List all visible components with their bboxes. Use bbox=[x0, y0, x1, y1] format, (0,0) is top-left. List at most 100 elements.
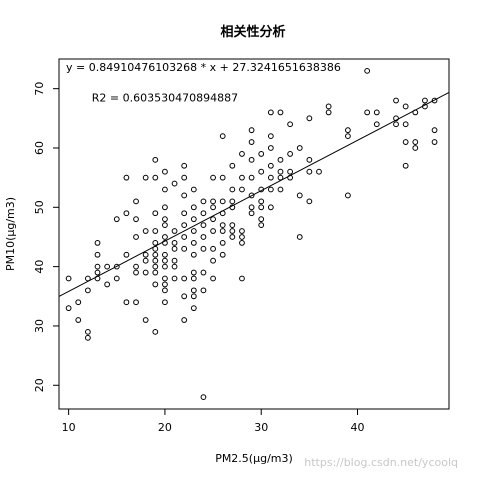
data-point bbox=[239, 186, 245, 193]
data-point bbox=[200, 210, 207, 217]
watermark-text: https://blog.csdn.net/ycoolq bbox=[304, 456, 458, 469]
data-point bbox=[65, 305, 72, 312]
data-point bbox=[190, 275, 197, 282]
x-tick-label: 40 bbox=[351, 421, 365, 434]
data-point bbox=[162, 275, 168, 282]
data-point bbox=[152, 174, 159, 181]
data-point bbox=[133, 216, 139, 223]
data-point bbox=[133, 263, 139, 270]
data-point bbox=[190, 228, 197, 234]
data-point bbox=[373, 121, 380, 128]
data-point bbox=[152, 263, 159, 270]
data-point bbox=[162, 204, 168, 211]
data-point bbox=[133, 269, 139, 276]
y-tick-label: 40 bbox=[33, 260, 46, 274]
data-point bbox=[402, 139, 409, 145]
data-point bbox=[123, 299, 130, 306]
data-point bbox=[364, 109, 371, 116]
data-point bbox=[210, 198, 216, 205]
data-point bbox=[219, 133, 226, 140]
data-point bbox=[162, 251, 168, 258]
data-point bbox=[181, 293, 188, 300]
data-point bbox=[84, 328, 91, 335]
data-point bbox=[364, 67, 371, 74]
data-point bbox=[219, 228, 226, 234]
data-point bbox=[152, 156, 159, 163]
data-point bbox=[248, 139, 255, 145]
data-point bbox=[258, 204, 265, 211]
data-point bbox=[152, 210, 159, 217]
data-point bbox=[181, 275, 188, 282]
annotation-text: y = 0.84910476103268 * x + 27.3241651638… bbox=[66, 61, 341, 74]
data-point bbox=[316, 168, 322, 175]
data-point bbox=[277, 109, 284, 116]
data-point bbox=[277, 186, 284, 193]
data-point bbox=[267, 133, 274, 140]
data-point bbox=[190, 216, 197, 223]
data-point bbox=[296, 145, 303, 151]
data-point bbox=[239, 275, 245, 282]
data-point bbox=[229, 162, 236, 169]
x-tick-label: 20 bbox=[158, 421, 172, 434]
y-tick-label: 70 bbox=[33, 82, 46, 96]
data-point bbox=[210, 257, 216, 264]
data-point bbox=[393, 121, 399, 128]
data-point bbox=[306, 198, 313, 205]
data-points bbox=[65, 67, 438, 401]
data-point bbox=[287, 151, 294, 157]
data-point bbox=[113, 263, 120, 270]
data-point bbox=[393, 97, 399, 104]
data-point bbox=[181, 162, 188, 169]
plot-frame bbox=[58, 58, 450, 410]
data-point bbox=[229, 198, 236, 205]
data-point bbox=[152, 328, 159, 335]
data-point bbox=[94, 269, 101, 276]
data-point bbox=[239, 239, 245, 246]
data-point bbox=[373, 109, 380, 116]
data-point bbox=[258, 222, 265, 229]
data-point bbox=[181, 174, 188, 181]
data-point bbox=[200, 287, 207, 294]
data-point bbox=[258, 198, 265, 205]
data-point bbox=[200, 234, 207, 240]
y-tick-label: 50 bbox=[33, 200, 46, 214]
data-point bbox=[306, 115, 313, 122]
data-point bbox=[239, 234, 245, 240]
data-point bbox=[162, 257, 168, 264]
data-point bbox=[142, 174, 149, 181]
data-point bbox=[248, 127, 255, 134]
data-point bbox=[200, 269, 207, 276]
data-point bbox=[200, 198, 207, 205]
data-point bbox=[84, 334, 91, 341]
data-point bbox=[162, 299, 168, 306]
data-point bbox=[104, 263, 111, 270]
data-point bbox=[94, 239, 101, 246]
data-point bbox=[171, 275, 178, 282]
x-axis-label: PM2.5(μg/m3) bbox=[215, 452, 293, 465]
data-point bbox=[296, 192, 303, 199]
data-point bbox=[219, 174, 226, 181]
data-point bbox=[190, 251, 197, 258]
data-point bbox=[181, 317, 188, 323]
data-point bbox=[248, 210, 255, 217]
data-point bbox=[190, 269, 197, 276]
data-point bbox=[210, 216, 216, 223]
data-point bbox=[402, 103, 409, 110]
annotations: y = 0.84910476103268 * x + 27.3241651638… bbox=[66, 61, 341, 105]
data-point bbox=[152, 281, 159, 288]
data-point bbox=[181, 210, 188, 217]
data-point bbox=[267, 145, 274, 151]
data-point bbox=[431, 127, 438, 134]
data-point bbox=[152, 251, 159, 258]
data-point bbox=[219, 239, 226, 246]
data-point bbox=[210, 174, 216, 181]
data-point bbox=[190, 293, 197, 300]
data-point bbox=[142, 251, 149, 258]
data-point bbox=[210, 228, 216, 234]
data-point bbox=[181, 245, 188, 252]
data-point bbox=[267, 174, 274, 181]
data-point bbox=[123, 210, 130, 217]
y-tick-label: 60 bbox=[33, 141, 46, 155]
data-point bbox=[171, 180, 178, 187]
data-point bbox=[75, 299, 82, 306]
